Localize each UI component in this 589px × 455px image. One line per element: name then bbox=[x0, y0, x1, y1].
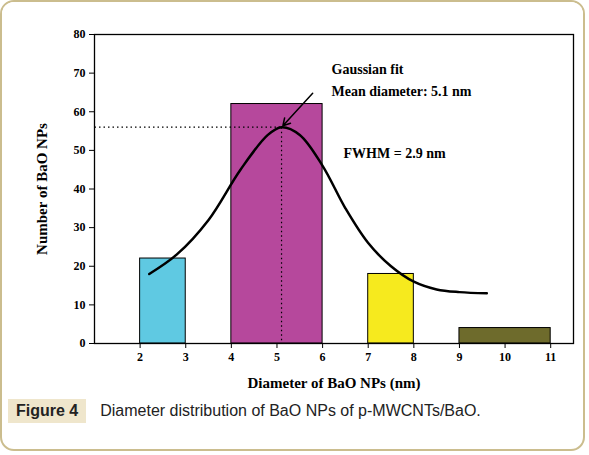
svg-text:0: 0 bbox=[80, 336, 86, 350]
html-text:Figure 4: Figure 4 bbox=[16, 402, 79, 419]
svg-text:2: 2 bbox=[137, 350, 143, 364]
svg-text:8: 8 bbox=[411, 350, 417, 364]
html-text:Diameter distribution of BaO N: Diameter distribution of BaO NPs of p-MW… bbox=[100, 402, 481, 419]
svg-text:20: 20 bbox=[74, 259, 86, 273]
svg-text:40: 40 bbox=[74, 182, 86, 196]
svg-text:70: 70 bbox=[74, 66, 86, 80]
svg-text:60: 60 bbox=[74, 105, 86, 119]
svg-text:50: 50 bbox=[74, 143, 86, 157]
svg-text:Diameter of BaO NPs (nm): Diameter of BaO NPs (nm) bbox=[247, 375, 420, 392]
svg-text:7: 7 bbox=[365, 350, 371, 364]
svg-text:11: 11 bbox=[545, 350, 556, 364]
svg-text:9: 9 bbox=[456, 350, 462, 364]
svg-text:4: 4 bbox=[228, 350, 234, 364]
svg-text:FWHM = 2.9 nm: FWHM = 2.9 nm bbox=[344, 146, 446, 161]
svg-text:Mean diameter: 5.1 nm: Mean diameter: 5.1 nm bbox=[332, 84, 472, 99]
svg-text:80: 80 bbox=[74, 27, 86, 41]
svg-text:3: 3 bbox=[183, 350, 189, 364]
svg-text:10: 10 bbox=[499, 350, 511, 364]
svg-text:10: 10 bbox=[74, 298, 86, 312]
svg-text:Gaussian fit: Gaussian fit bbox=[332, 62, 404, 77]
svg-text:6: 6 bbox=[320, 350, 326, 364]
svg-text:5: 5 bbox=[274, 350, 280, 364]
svg-text:30: 30 bbox=[74, 220, 86, 234]
svg-text:Number of BaO NPs: Number of BaO NPs bbox=[34, 123, 50, 255]
